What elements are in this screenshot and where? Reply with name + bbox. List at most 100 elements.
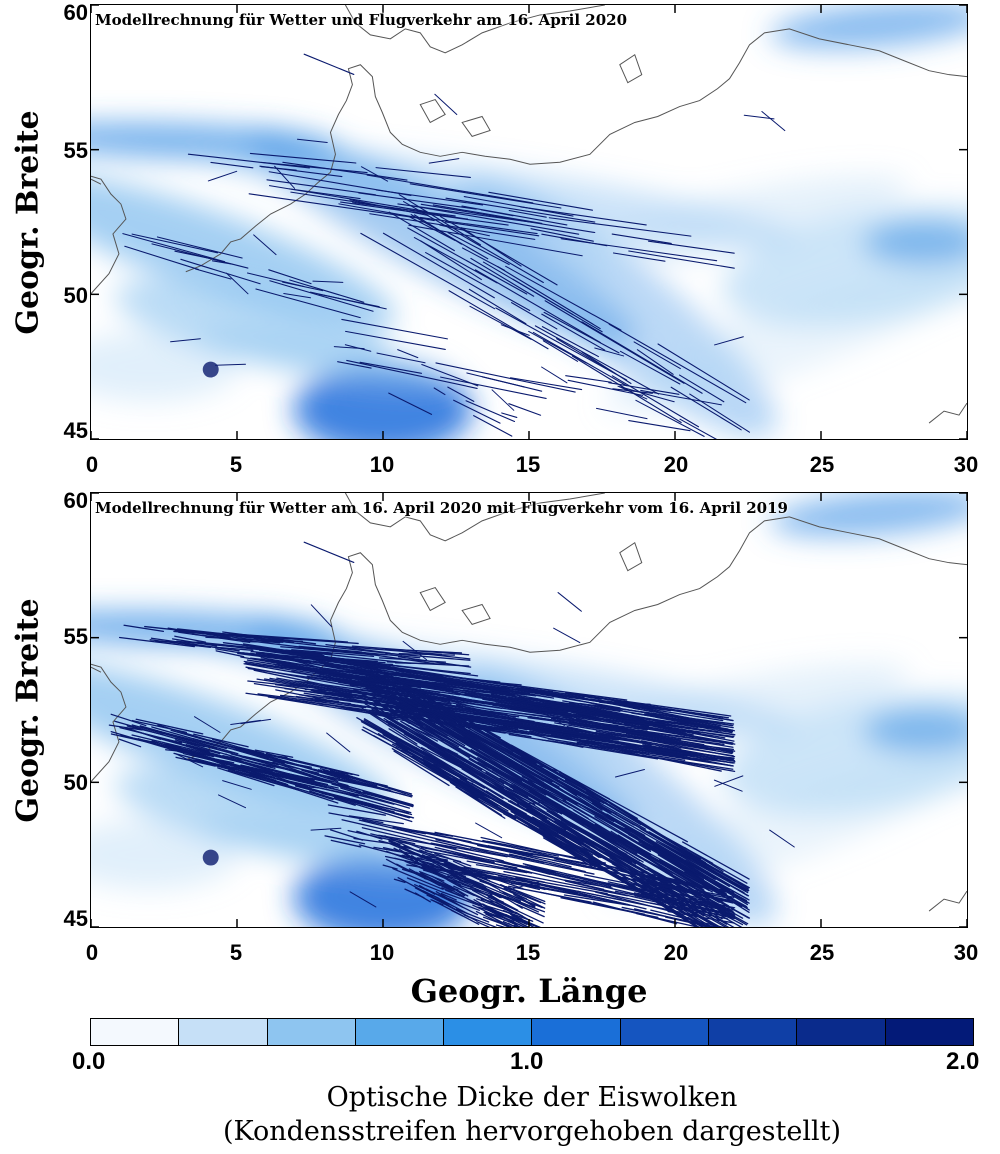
contrail [538, 709, 565, 726]
contrail [248, 193, 419, 219]
contrail [491, 389, 515, 411]
contrail [356, 717, 420, 755]
contrail [598, 725, 736, 752]
contrail [573, 809, 699, 887]
contrail [423, 695, 486, 707]
contrail [482, 735, 604, 807]
contrail [541, 326, 599, 358]
contrail [397, 349, 419, 359]
x-tick-bottom-25: 25 [809, 940, 835, 965]
contrail [470, 848, 595, 875]
contrail [498, 682, 628, 701]
contrail [556, 832, 587, 840]
contrail [445, 197, 596, 223]
map-panel-2019-traffic: Modellrechnung für Wetter am 16. April 2… [90, 492, 968, 928]
contrail [431, 714, 562, 795]
ice-cloud [91, 819, 240, 890]
contrail [337, 782, 414, 806]
contrail [319, 787, 360, 797]
contrail [571, 355, 682, 424]
contrail [330, 839, 362, 848]
contrail [131, 233, 219, 254]
contrail [484, 701, 637, 725]
contrail [548, 217, 692, 237]
contrail [309, 790, 356, 806]
contrail [382, 864, 398, 870]
contrail [609, 818, 708, 874]
contrail [303, 541, 355, 563]
contrail [477, 761, 511, 779]
contrail [466, 372, 543, 392]
contrail [631, 712, 721, 728]
contrail [380, 686, 409, 701]
contrail [408, 216, 456, 242]
contrail [108, 724, 143, 731]
contrail [156, 236, 243, 259]
contrail [657, 876, 734, 893]
contrail [184, 644, 254, 651]
contrail [279, 756, 360, 777]
contrail [481, 693, 599, 710]
contrail [670, 386, 742, 431]
contrail [485, 718, 659, 745]
y-tick-top-45: 45 [63, 418, 88, 443]
contrail [594, 731, 641, 740]
contrail [456, 717, 595, 796]
coastline [91, 666, 102, 673]
coastline [419, 586, 446, 612]
contrail [425, 252, 531, 312]
contrail [541, 366, 568, 384]
contrail [135, 718, 204, 735]
contrail [529, 715, 648, 736]
contrail [215, 648, 261, 657]
colorbar-segment [620, 1019, 710, 1045]
contrails [122, 53, 786, 439]
y-tick-top-60: 60 [63, 0, 88, 25]
contrail [131, 719, 188, 734]
contrail [393, 750, 450, 787]
contrail [563, 894, 631, 906]
contrail [683, 846, 724, 873]
contrail [500, 324, 530, 336]
contrail [250, 650, 276, 655]
contrail [446, 875, 475, 886]
contrail [612, 252, 666, 262]
x-tick-top-30: 30 [953, 452, 979, 477]
contrail [151, 726, 214, 746]
contrail [524, 798, 599, 846]
contrail [364, 703, 399, 721]
contrail [521, 731, 559, 742]
y-tick-bottom-45: 45 [63, 906, 88, 931]
contrail [424, 850, 518, 869]
contrail [413, 237, 498, 284]
contrail [571, 794, 646, 837]
contrail [118, 738, 142, 748]
contrail [358, 192, 477, 210]
contrail [505, 265, 622, 331]
contrail [385, 858, 409, 872]
contrail [502, 920, 518, 927]
contrail [475, 864, 528, 874]
contrail [219, 762, 328, 789]
x-tick-bottom-10: 10 [369, 940, 395, 965]
contrail [244, 748, 341, 779]
contrail [476, 921, 491, 927]
contrail [207, 170, 238, 182]
contrail [475, 822, 503, 839]
contrail [480, 876, 621, 904]
contrail [466, 898, 524, 927]
contrail [391, 705, 442, 738]
contrail [265, 659, 387, 682]
contrail [466, 710, 520, 718]
contrail [180, 258, 261, 285]
contrail [170, 729, 270, 759]
contrail [468, 758, 508, 782]
contrail [356, 689, 499, 776]
contrail [215, 363, 246, 366]
x-tick-top-10: 10 [369, 452, 395, 477]
contrail [301, 769, 339, 783]
contrail [384, 855, 479, 877]
contrail [566, 725, 607, 736]
contrail [428, 895, 478, 922]
ice-cloud [91, 331, 240, 402]
